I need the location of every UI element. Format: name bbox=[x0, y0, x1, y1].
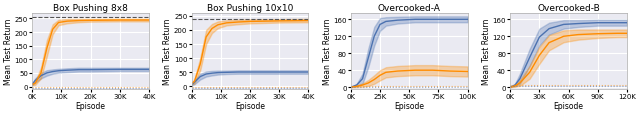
Title: Box Pushing 10x10: Box Pushing 10x10 bbox=[207, 4, 293, 13]
Title: Box Pushing 8x8: Box Pushing 8x8 bbox=[53, 4, 128, 13]
Y-axis label: Mean Test Return: Mean Test Return bbox=[163, 19, 173, 85]
X-axis label: Episode: Episode bbox=[394, 101, 424, 110]
Title: Overcooked-B: Overcooked-B bbox=[537, 4, 600, 13]
X-axis label: Episode: Episode bbox=[235, 101, 265, 110]
X-axis label: Episode: Episode bbox=[554, 101, 584, 110]
Title: Overcooked-A: Overcooked-A bbox=[378, 4, 441, 13]
X-axis label: Episode: Episode bbox=[76, 101, 106, 110]
Y-axis label: Mean Test Return: Mean Test Return bbox=[4, 19, 13, 85]
Y-axis label: Mean Test Return: Mean Test Return bbox=[323, 19, 332, 85]
Y-axis label: Mean Test Return: Mean Test Return bbox=[482, 19, 491, 85]
